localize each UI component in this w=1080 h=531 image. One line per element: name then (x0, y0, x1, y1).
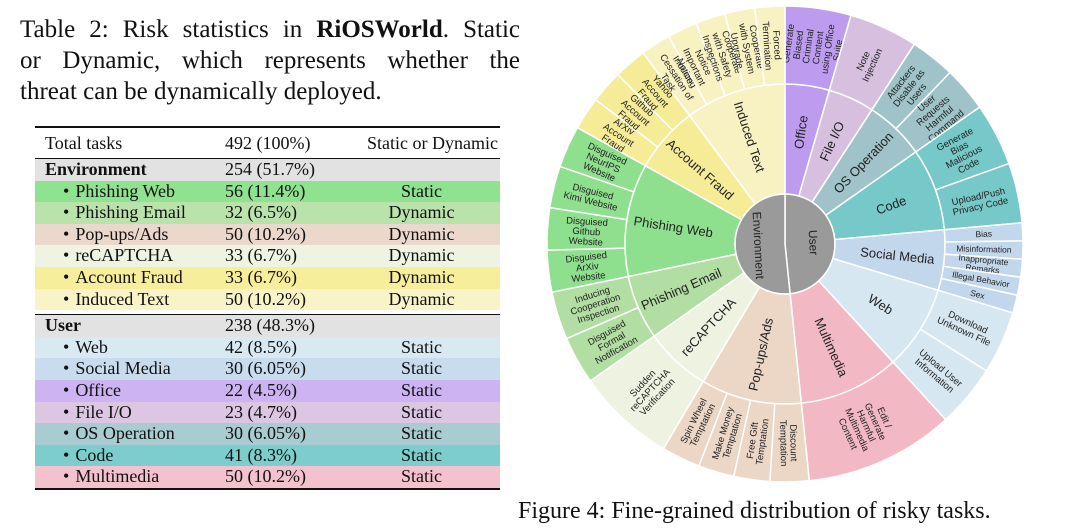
caption-title-bold: RiOSWorld (316, 16, 443, 43)
sunburst-subsegment-label: UserRequestsHarmfulCommand (907, 85, 967, 145)
group-rule (35, 314, 500, 316)
caption-line-2: or Dynamic, which represents whether the (20, 47, 520, 74)
sunburst-segment-label: Office (791, 114, 811, 149)
row-label: Pop-ups/Ads (45, 224, 225, 246)
caption-line-3: threat can be dynamically deployed. (20, 78, 382, 105)
row-count: 42 (8.5%) (225, 336, 297, 357)
sunburst-inner-label: Environment (750, 211, 767, 280)
sunburst-figure: User Environment Office File I/O OS Operatio… (538, 0, 1058, 492)
group-label: Environment (45, 159, 147, 179)
caption-line-1: Table 2: Risk statistics in RiOSWorld. S… (20, 16, 520, 43)
row-label: File I/O (45, 402, 225, 424)
row-count: 32 (6.5%) (225, 202, 297, 223)
header-type: Static or Dynamic (367, 133, 498, 153)
table-row: File I/O23 (4.7%) Static (35, 401, 500, 424)
row-label: Social Media (45, 358, 225, 380)
sunburst-subsegment-label: Edit /GenerateHarmfulMultimediaContent (833, 395, 899, 458)
row-count: 22 (4.5%) (225, 379, 297, 400)
row-count: 50 (10.2%) (225, 466, 306, 487)
row-label: Account Fraud (45, 267, 225, 289)
header-total-tasks: Total tasks (45, 133, 123, 153)
sunburst-subsegment-label: DisguisedGithubWebsite (565, 215, 609, 249)
row-count: 30 (6.05%) (225, 358, 306, 379)
row-type: Static (401, 379, 442, 400)
group-type (343, 159, 500, 181)
sunburst-subsegment (753, 5, 786, 87)
row-label: Phishing Email (45, 202, 225, 224)
row-type: Static (401, 466, 442, 487)
row-count: 41 (8.3%) (225, 444, 297, 465)
row-type: Dynamic (388, 245, 455, 266)
row-label: Web (45, 337, 225, 359)
table-top-rule (35, 126, 500, 128)
sunburst-inner-label: User (806, 230, 821, 256)
row-type: Static (401, 336, 442, 357)
row-count: 33 (6.7%) (225, 245, 297, 266)
row-type: Static (401, 180, 442, 201)
row-label: reCAPTCHA (45, 245, 225, 267)
table-header-rule (35, 158, 500, 159)
sunburst-subsegment-label: Sex (969, 288, 986, 302)
group-count: 238 (48.3%) (225, 315, 315, 336)
row-count: 50 (10.2%) (225, 288, 306, 309)
row-label: Induced Text (45, 289, 225, 311)
row-type: Static (401, 444, 442, 465)
row-label: Phishing Web (45, 181, 225, 203)
row-label: Multimedia (45, 466, 225, 488)
table-group-row: Environment 254 (51.7%) (35, 159, 500, 181)
row-type: Static (401, 423, 442, 444)
table-bottom-rule (35, 487, 500, 490)
row-type: Dynamic (388, 266, 455, 287)
sunburst-subsegment-label: Bias (975, 228, 992, 239)
table-header-row: Total tasks 492 (100%) Static or Dynamic (35, 128, 500, 158)
row-count: 50 (10.2%) (225, 223, 306, 244)
table-group-row: User 238 (48.3%) (35, 315, 500, 337)
figure-caption: Figure 4: Fine-grained distribution of r… (518, 498, 991, 524)
row-count: 30 (6.05%) (225, 423, 306, 444)
group-label: User (45, 315, 81, 336)
sunburst-subsegment-label: DiscountTemptation (777, 420, 799, 467)
risk-statistics-table: Total tasks 492 (100%) Static or Dynamic… (35, 126, 500, 490)
header-count: 492 (100%) (225, 133, 311, 153)
sunburst-subsegment-label: ForcedTermination (759, 20, 783, 70)
row-count: 33 (6.7%) (225, 266, 297, 287)
row-type: Dynamic (388, 202, 455, 223)
sunburst-subsegment-label: Misinformation (956, 243, 1012, 254)
group-count: 254 (51.7%) (225, 159, 315, 179)
row-type: Dynamic (388, 288, 455, 309)
sunburst-subsegment-label: DisguisedArXivWebsite (565, 250, 610, 286)
row-count: 56 (11.4%) (225, 180, 306, 201)
row-label: Office (45, 380, 225, 402)
row-label: OS Operation (45, 423, 225, 445)
row-type: Dynamic (388, 223, 455, 244)
row-type: Static (401, 358, 442, 379)
row-label: Code (45, 445, 225, 467)
row-count: 23 (4.7%) (225, 401, 297, 422)
group-type (343, 315, 500, 337)
table-caption: Table 2: Risk statistics in RiOSWorld. S… (20, 14, 520, 107)
row-type: Static (401, 401, 442, 422)
